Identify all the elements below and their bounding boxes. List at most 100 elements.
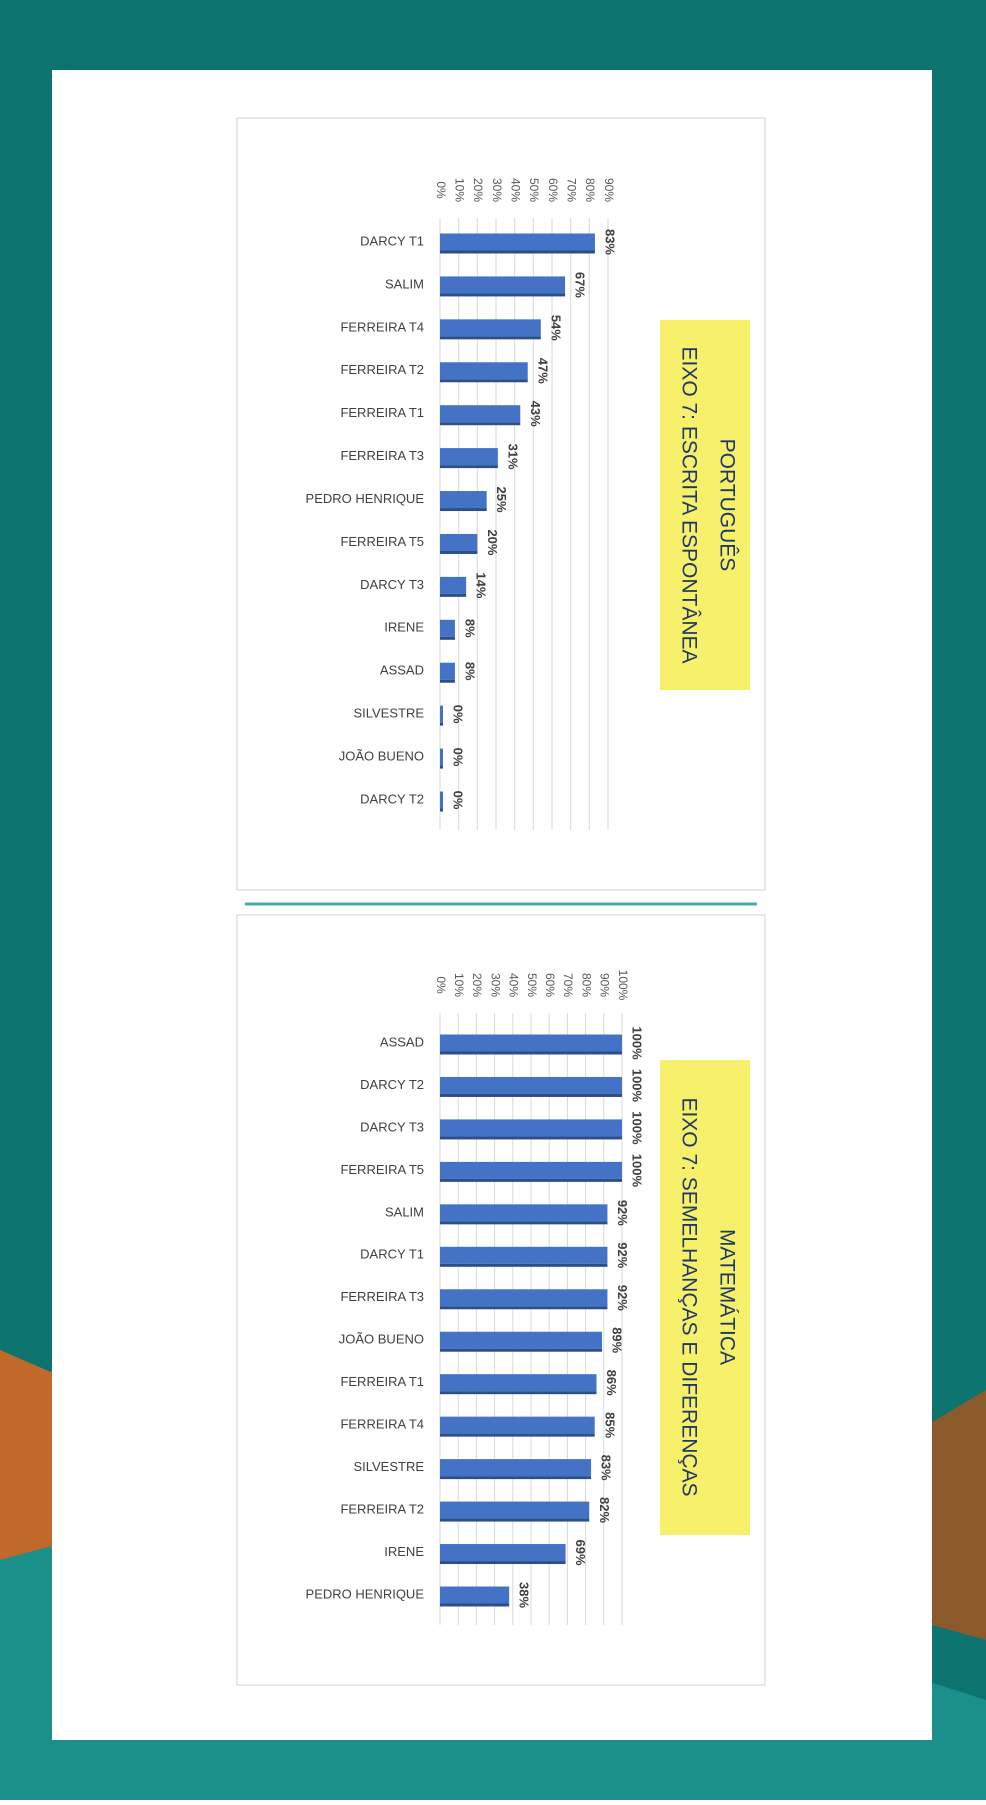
value-label: 92% (615, 1285, 630, 1311)
value-label: 0% (451, 705, 466, 724)
bar (440, 1161, 622, 1179)
y-tick-label: IRENE (384, 1544, 424, 1559)
y-tick-label: ASSAD (380, 663, 424, 678)
chart-title: MATEMÁTICA (715, 1229, 738, 1365)
value-label: 43% (528, 401, 543, 427)
bar-shadow (440, 1051, 622, 1055)
value-label: 8% (462, 662, 477, 681)
bar (440, 791, 443, 809)
bar-shadow (440, 1348, 602, 1352)
x-tick-label: 90% (598, 973, 612, 997)
bar (440, 1204, 608, 1222)
bar-shadow (440, 1518, 590, 1522)
bar (440, 1331, 602, 1349)
y-tick-label: SALIM (385, 1204, 424, 1219)
bar (440, 576, 467, 594)
y-tick-label: DARCY T1 (360, 233, 424, 248)
x-tick-label: 60% (546, 178, 560, 202)
bar-shadow (440, 379, 528, 383)
x-tick-label: 40% (507, 973, 521, 997)
bar (440, 1289, 608, 1307)
x-tick-label: 60% (543, 973, 557, 997)
bar-shadow (440, 1476, 592, 1480)
x-tick-label: 90% (602, 178, 616, 202)
value-label: 82% (597, 1497, 612, 1523)
value-label: 8% (462, 619, 477, 638)
x-tick-label: 0% (434, 976, 448, 994)
bar-shadow (440, 1136, 622, 1140)
bar (440, 1119, 622, 1137)
bar-shadow (440, 765, 443, 769)
bar (440, 362, 528, 380)
chart-subtitle: EIXO 7: SEMELHANÇAS E DIFERENÇAS (677, 1097, 700, 1496)
bar-shadow (440, 808, 443, 812)
x-tick-label: 20% (471, 178, 485, 202)
bar-shadow (440, 1221, 608, 1225)
value-label: 100% (630, 1111, 645, 1145)
y-tick-label: IRENE (384, 620, 424, 635)
bar-shadow (440, 1603, 510, 1607)
y-tick-label: SILVESTRE (353, 706, 424, 721)
bar-shadow (440, 422, 521, 426)
bar (440, 405, 521, 423)
value-label: 0% (451, 748, 466, 767)
x-tick-label: 30% (488, 973, 502, 997)
x-tick-label: 30% (490, 178, 504, 202)
y-tick-label: DARCY T3 (360, 1119, 424, 1134)
value-label: 83% (602, 229, 617, 255)
bar-shadow (440, 508, 487, 512)
y-tick-label: DARCY T2 (360, 791, 424, 806)
bar-shadow (440, 336, 541, 340)
value-label: 47% (535, 358, 550, 384)
x-tick-label: 20% (470, 973, 484, 997)
y-tick-label: DARCY T1 (360, 1247, 424, 1262)
y-tick-label: JOÃO BUENO (339, 749, 424, 764)
bar-shadow (440, 679, 455, 683)
value-label: 38% (517, 1582, 532, 1608)
bar (440, 233, 595, 251)
bar-shadow (440, 636, 455, 640)
bar (440, 1034, 622, 1052)
bar (440, 1374, 597, 1392)
y-tick-label: PEDRO HENRIQUE (306, 491, 425, 506)
value-label: 83% (599, 1455, 614, 1481)
bar (440, 619, 455, 637)
x-tick-label: 40% (508, 178, 522, 202)
bar (440, 1416, 595, 1434)
bar-shadow (440, 1433, 595, 1437)
y-tick-label: FERREIRA T4 (340, 1417, 424, 1432)
x-tick-label: 50% (527, 178, 541, 202)
y-tick-label: SALIM (385, 276, 424, 291)
value-label: 100% (630, 1026, 645, 1060)
value-label: 89% (610, 1327, 625, 1353)
bar (440, 276, 566, 294)
bar (440, 1246, 608, 1264)
bar (440, 533, 478, 551)
bar-shadow (440, 1263, 608, 1267)
title-box (660, 320, 750, 690)
value-label: 86% (604, 1370, 619, 1396)
x-tick-label: 70% (564, 178, 578, 202)
x-tick-label: 50% (525, 973, 539, 997)
bar (440, 1501, 590, 1519)
chart-subtitle: EIXO 7: ESCRITA ESPONTÂNEA (677, 346, 700, 663)
y-tick-label: FERREIRA T5 (340, 534, 424, 549)
bar-shadow (440, 465, 498, 469)
x-tick-label: 70% (561, 973, 575, 997)
bar (440, 748, 443, 766)
x-tick-label: 80% (583, 178, 597, 202)
bar (440, 705, 443, 723)
y-tick-label: PEDRO HENRIQUE (306, 1586, 425, 1601)
bar (440, 662, 455, 680)
bar-shadow (440, 722, 443, 726)
y-tick-label: JOÃO BUENO (339, 1332, 424, 1347)
bar (440, 1586, 510, 1604)
value-label: 54% (548, 315, 563, 341)
bar-shadow (440, 1093, 622, 1097)
bar-shadow (440, 293, 566, 297)
chart-title: PORTUGUÊS (715, 439, 738, 572)
y-tick-label: SILVESTRE (353, 1459, 424, 1474)
x-tick-label: 0% (434, 181, 448, 199)
bar (440, 1459, 592, 1477)
